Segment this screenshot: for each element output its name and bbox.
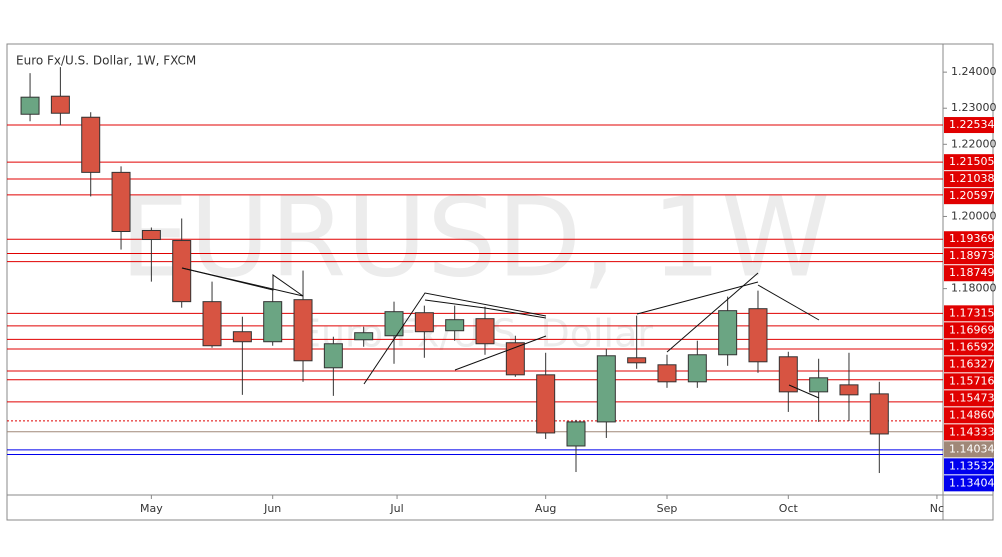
trend-line	[363, 292, 547, 385]
x-tick-label: Sep	[657, 502, 678, 515]
x-tick-label: Nc	[930, 502, 944, 515]
level-label: 1.17315	[949, 306, 995, 319]
level-label: 1.19369	[949, 232, 995, 245]
level-label-bg	[944, 390, 994, 407]
candle-body	[50, 95, 70, 114]
frame	[6, 43, 994, 521]
trend-line	[788, 384, 820, 399]
trend-lines	[181, 267, 820, 399]
level-label-bg	[944, 117, 994, 134]
y-tick-label: 1.18000	[951, 282, 997, 295]
y-tick-label: 1.24000	[951, 65, 997, 78]
level-label-bg	[944, 171, 994, 188]
level-label: 1.21038	[949, 172, 995, 185]
level-label-bg	[944, 441, 994, 458]
x-tick-label: Oct	[779, 502, 799, 515]
candle-body	[414, 312, 434, 333]
trend-line	[666, 272, 759, 353]
y-tick-label: 1.20000	[951, 209, 997, 222]
watermark: EURUSD, 1W	[120, 173, 830, 301]
candle-body	[839, 384, 859, 396]
candle-body	[536, 374, 556, 434]
level-label-bg	[944, 356, 994, 373]
x-tick-label: Aug	[535, 502, 556, 515]
candle-body	[323, 343, 343, 369]
level-label-bg	[944, 265, 994, 282]
candle-body	[505, 342, 525, 376]
level-label-bg	[944, 231, 994, 248]
candle-body	[809, 377, 829, 393]
candle-body	[718, 310, 738, 356]
level-label: 1.14333	[949, 425, 995, 438]
level-label-bg	[944, 305, 994, 322]
level-label-bg	[944, 248, 994, 265]
candle-body	[627, 357, 647, 364]
candle-body	[475, 318, 495, 345]
chart-title: Euro Fx/U.S. Dollar, 1W, FXCM	[16, 54, 196, 68]
level-label: 1.16969	[949, 323, 995, 336]
level-label-bg	[944, 154, 994, 171]
candle-body	[748, 308, 768, 363]
level-label: 1.22534	[949, 118, 995, 131]
level-label-bg	[944, 407, 994, 424]
level-label-bg	[944, 188, 994, 205]
level-label: 1.13532	[949, 459, 995, 472]
level-label: 1.20597	[949, 189, 995, 202]
trend-line	[636, 281, 759, 315]
candle-body	[869, 393, 889, 435]
candle-body	[566, 421, 586, 447]
x-tick-label: Jun	[263, 502, 281, 515]
trend-line	[454, 335, 547, 371]
level-label: 1.14860	[949, 408, 995, 421]
level-label-bg	[944, 475, 994, 492]
level-label: 1.18749	[949, 266, 995, 279]
candle-body	[20, 96, 40, 115]
candle-body	[778, 356, 798, 393]
level-label: 1.14034	[949, 442, 995, 455]
candle-body	[293, 299, 313, 362]
level-label: 1.15716	[949, 374, 995, 387]
candle-body	[657, 364, 677, 383]
level-label: 1.21505	[949, 155, 995, 168]
candle-body	[111, 171, 131, 233]
level-label: 1.18973	[949, 249, 995, 262]
candle-body	[141, 229, 161, 241]
y-tick-label: 1.22000	[951, 137, 997, 150]
candle-body	[596, 355, 616, 423]
x-tick-label: Jul	[389, 502, 403, 515]
candle-body	[384, 311, 404, 337]
candle-body	[263, 301, 283, 343]
level-label-bg	[944, 339, 994, 356]
y-tick-label: 1.23000	[951, 101, 997, 114]
candle-body	[202, 301, 222, 347]
level-label-bg	[944, 458, 994, 475]
candle-body	[445, 319, 465, 332]
candle-body	[172, 240, 192, 303]
level-label: 1.16592	[949, 340, 995, 353]
level-label: 1.15473	[949, 391, 995, 404]
level-label-bg	[944, 322, 994, 339]
level-label: 1.13404	[949, 476, 995, 489]
trend-line	[424, 299, 547, 319]
trend-line	[181, 267, 304, 297]
level-label-bg	[944, 373, 994, 390]
candle-body	[232, 331, 252, 343]
level-label-bg	[944, 424, 994, 441]
candle-body	[354, 332, 374, 341]
plot	[7, 67, 943, 474]
candle-body	[81, 116, 101, 173]
candle-body	[687, 354, 707, 383]
level-label: 1.16327	[949, 357, 995, 370]
trend-line	[757, 284, 820, 321]
x-tick-label: May	[140, 502, 163, 515]
